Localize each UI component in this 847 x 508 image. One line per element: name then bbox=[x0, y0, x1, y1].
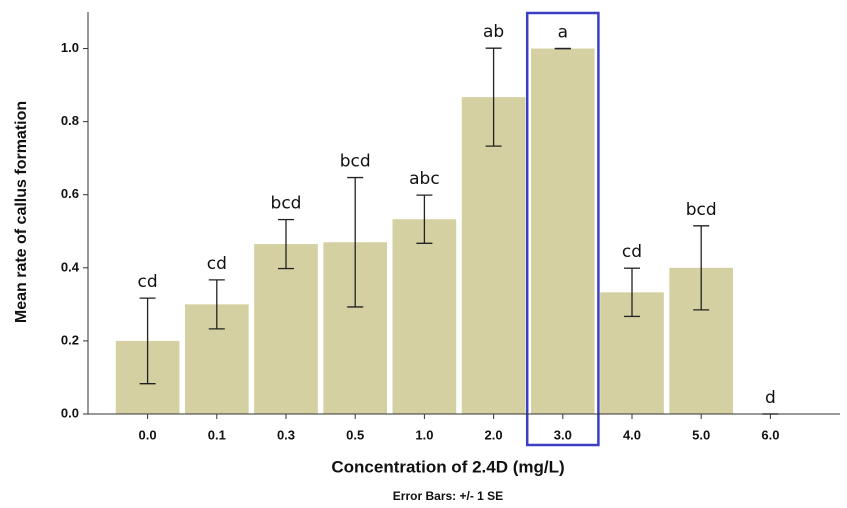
x-tick-label: 1.0 bbox=[415, 427, 433, 442]
x-axis-label: Concentration of 2.4D (mg/L) bbox=[331, 457, 564, 476]
y-tick-label: 0.8 bbox=[61, 113, 79, 128]
x-tick-label: 0.5 bbox=[346, 427, 364, 442]
y-axis-label: Mean rate of callus formation bbox=[13, 101, 30, 323]
significance-label: cd bbox=[138, 272, 158, 292]
significance-label: cd bbox=[207, 254, 227, 274]
significance-label: bcd bbox=[271, 194, 302, 214]
significance-label: bcd bbox=[686, 200, 717, 220]
x-tick-label: 4.0 bbox=[623, 427, 641, 442]
y-tick-label: 0.0 bbox=[61, 405, 79, 420]
x-tick-label: 5.0 bbox=[692, 427, 710, 442]
significance-label: cd bbox=[622, 242, 642, 262]
footnote: Error Bars: +/- 1 SE bbox=[393, 489, 503, 503]
bar bbox=[392, 219, 457, 414]
significance-label: a bbox=[558, 23, 568, 43]
significance-label: ab bbox=[483, 22, 504, 42]
y-tick-label: 1.0 bbox=[61, 40, 79, 55]
x-tick-label: 2.0 bbox=[485, 427, 503, 442]
bar bbox=[530, 48, 595, 414]
x-tick-label: 6.0 bbox=[761, 427, 779, 442]
y-tick-label: 0.4 bbox=[61, 259, 80, 274]
y-tick-label: 0.6 bbox=[61, 186, 79, 201]
x-tick-label: 0.1 bbox=[208, 427, 226, 442]
highlight-box bbox=[525, 11, 600, 447]
bar bbox=[461, 97, 526, 414]
x-tick-label: 3.0 bbox=[554, 427, 572, 442]
y-tick-label: 0.2 bbox=[61, 332, 79, 347]
significance-label: abc bbox=[409, 169, 440, 189]
x-tick-label: 0.3 bbox=[277, 427, 295, 442]
significance-label: d bbox=[765, 388, 776, 408]
bar bbox=[254, 244, 318, 414]
x-tick-label: 0.0 bbox=[139, 427, 157, 442]
significance-label: bcd bbox=[340, 152, 371, 172]
